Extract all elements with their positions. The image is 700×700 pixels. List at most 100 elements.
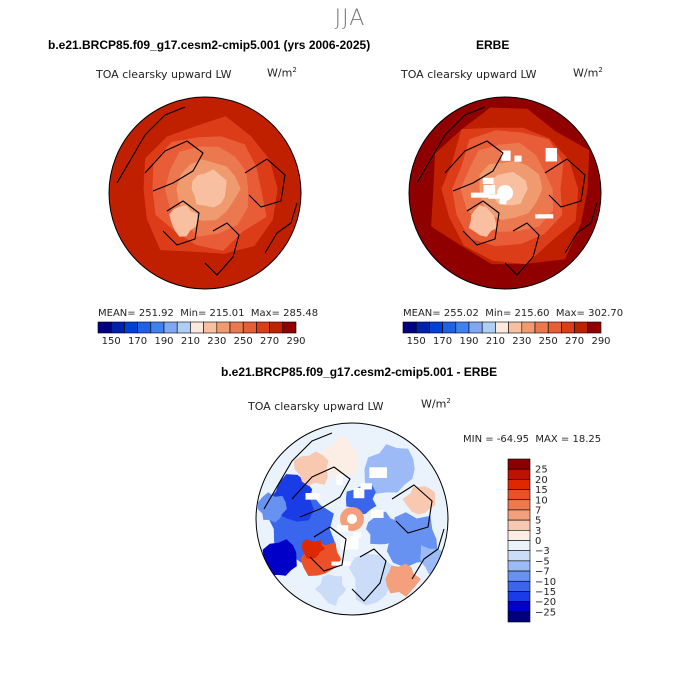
obs-map-border	[408, 96, 602, 290]
obs-colorbar-tick: 270	[565, 336, 584, 347]
model-colorbar-tick: 270	[260, 336, 279, 347]
model-coastline	[264, 202, 298, 254]
diff-colorbar-box	[507, 601, 531, 613]
obs-missing-patch	[482, 177, 494, 185]
obs-colorbar-box	[402, 321, 417, 334]
diff-colorbar-tick: −15	[535, 587, 556, 598]
diff-minmax: MIN = -64.95 MAX = 18.25	[463, 434, 601, 445]
obs-stats: MEAN= 255.02 Min= 215.60 Max= 302.70	[403, 308, 623, 319]
obs-coastline	[504, 222, 540, 276]
diff-anomaly-patch	[402, 486, 436, 515]
model-coastline	[244, 158, 286, 208]
obs-colorbar-box	[455, 321, 470, 334]
obs-colorbar-box	[468, 321, 483, 334]
model-map	[108, 96, 302, 290]
diff-colorbar-box	[507, 540, 531, 551]
model-colorbar-box	[256, 321, 270, 334]
model-colorbar-box	[150, 321, 165, 334]
obs-colorbar: 150 170 190 210 230 250 270 290	[402, 321, 611, 347]
model-map-border	[108, 96, 302, 290]
diff-colorbar-tick: −3	[535, 546, 550, 557]
diff-colorbar-tick: −7	[535, 567, 550, 578]
obs-missing-patch	[488, 194, 500, 199]
diff-anomaly-patch	[294, 451, 329, 486]
obs-coastline	[444, 140, 504, 192]
diff-colorbar-box	[507, 560, 531, 572]
obs-colorbar-box	[574, 321, 589, 334]
diff-units-label: W/m2	[421, 397, 451, 411]
obs-max-value: 302.70	[588, 308, 624, 319]
model-colorbar-box	[97, 321, 112, 334]
model-coastline	[144, 140, 204, 192]
model-colorbar-tick: 210	[181, 336, 200, 347]
model-coastline	[116, 106, 186, 184]
obs-coastline	[544, 158, 586, 208]
obs-coastline	[416, 106, 486, 184]
obs-colorbar-box	[495, 321, 509, 334]
model-mean-value: 251.92	[138, 308, 174, 319]
obs-greenland-low	[468, 205, 497, 237]
diff-pole-hole	[347, 514, 357, 524]
diff-missing-patch	[369, 467, 387, 479]
obs-colorbar-tick: 170	[433, 336, 452, 347]
diff-missing-patch	[360, 483, 372, 490]
diff-anomaly-patch	[317, 437, 359, 480]
diff-variable-label: TOA clearsky upward LW	[248, 400, 384, 413]
obs-missing-patch	[483, 185, 496, 195]
diff-max-value: 18.25	[572, 434, 602, 445]
diff-missing-patch	[353, 487, 365, 499]
model-units-label: W/m2	[267, 66, 297, 80]
diff-anomaly-patch	[366, 511, 401, 545]
model-variable-label: TOA clearsky upward LW	[96, 68, 232, 81]
obs-max-label: Max=	[555, 308, 585, 319]
diff-colorbar-tick: 10	[535, 495, 548, 506]
diff-coastline	[351, 548, 387, 602]
obs-colorbar-box	[521, 321, 536, 334]
diff-colorbar-tick: 5	[535, 516, 541, 527]
obs-colorbar-tick: 290	[591, 336, 610, 347]
diff-colorbar-box	[507, 499, 531, 511]
diff-colorbar-tick: −10	[535, 577, 556, 588]
obs-colorbar-tick: 150	[407, 336, 426, 347]
diff-anomaly-patch	[262, 539, 297, 576]
model-stats: MEAN= 251.92 Min= 215.01 Max= 285.48	[98, 308, 318, 319]
model-colorbar-box	[229, 321, 244, 334]
diff-colorbar-tick: 3	[535, 526, 541, 537]
model-colorbar-tick: 150	[102, 336, 121, 347]
model-colorbar-box	[163, 321, 178, 334]
model-colorbar-box	[124, 321, 138, 334]
obs-map	[408, 96, 602, 290]
obs-coastline	[564, 202, 598, 254]
model-mean-label: MEAN=	[98, 308, 136, 319]
obs-colorbar-box	[508, 321, 523, 334]
model-colorbar-box	[110, 321, 125, 334]
model-colorbar-box	[176, 321, 191, 334]
diff-map	[255, 422, 449, 616]
obs-missing-patch	[535, 214, 554, 219]
model-colorbar-box	[269, 321, 284, 334]
obs-colorbar-box	[534, 321, 549, 334]
obs-missing-patch	[545, 148, 557, 162]
diff-missing-patch	[340, 536, 359, 550]
diff-colorbar-tick: 7	[535, 505, 541, 516]
diff-colorbar-tick: −5	[535, 556, 550, 567]
diff-colorbar-box	[507, 550, 531, 562]
diff-colorbar-box	[507, 591, 531, 602]
model-colorbar-tick: 230	[207, 336, 226, 347]
model-panel-header: b.e21.BRCP85.f09_g17.cesm2-cmip5.001 (yr…	[48, 38, 371, 52]
diff-panel-header: b.e21.BRCP85.f09_g17.cesm2-cmip5.001 - E…	[221, 365, 498, 379]
model-colorbar: 150 170 190 210 230 250 270 290	[97, 321, 306, 347]
diff-missing-patch	[337, 525, 349, 532]
obs-colorbar-box	[442, 321, 457, 334]
diff-field	[256, 423, 448, 615]
diff-anomaly-patch	[314, 574, 347, 606]
diff-colorbar-tick: −20	[535, 597, 556, 608]
model-greenland-low	[169, 205, 198, 237]
model-colorbar-tick: 290	[286, 336, 305, 347]
diff-colorbar-box	[507, 530, 531, 541]
diff-coastline	[411, 528, 445, 580]
obs-colorbar-tick: 230	[512, 336, 531, 347]
obs-missing-patch	[470, 192, 490, 198]
